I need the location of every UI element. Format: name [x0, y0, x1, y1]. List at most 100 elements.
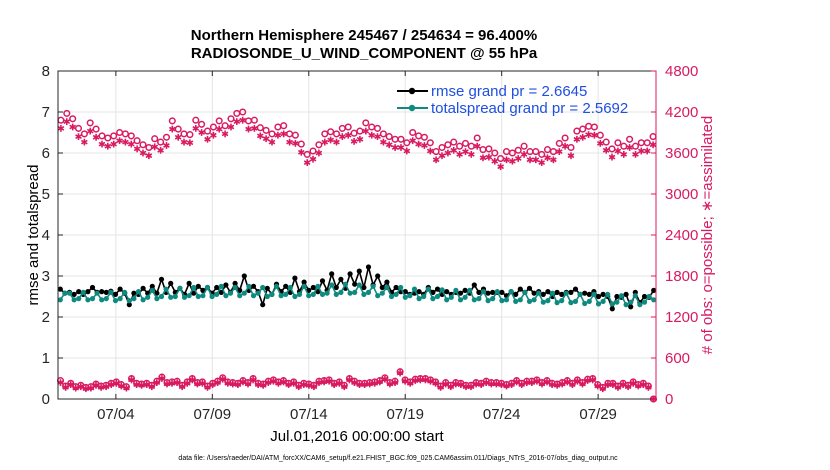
totalspread-point: [301, 283, 307, 289]
totalspread-point: [296, 291, 303, 297]
obs-possible-marker: [409, 128, 417, 137]
asterisk-stroke: [538, 160, 545, 165]
obs-assimilated-marker: [256, 132, 264, 140]
obs-possible-marker: [227, 115, 235, 123]
rmse-point: [57, 286, 63, 292]
totalspread-point: [177, 285, 183, 291]
asterisk-stroke: [356, 136, 364, 142]
obs-assimilated-marker: [491, 157, 499, 165]
asterisk-stroke: [215, 126, 223, 132]
obs-assimilated-marker: [265, 379, 272, 386]
obs-assimilated-marker: [233, 118, 241, 125]
totalspread-point: [158, 293, 165, 300]
rmse-point: [154, 290, 160, 296]
obs-assimilated-marker: [98, 140, 106, 148]
asterisk-stroke: [169, 126, 176, 132]
obs-assimilated-marker: [274, 131, 282, 139]
obs-assimilated-marker: [543, 378, 551, 386]
asterisk-stroke: [341, 384, 348, 390]
obs-possible-marker: [403, 139, 411, 147]
obs-possible-marker: [350, 129, 358, 137]
obs-assimilated-marker: [116, 137, 123, 145]
totalspread-point: [99, 297, 105, 303]
rmse-point: [609, 306, 615, 312]
totalspread-point: [306, 293, 312, 299]
asterisk-stroke: [72, 385, 80, 391]
obs-assimilated-marker: [629, 379, 637, 387]
asterisk-stroke: [594, 383, 602, 389]
obs-possible-marker: [579, 125, 587, 133]
asterisk-stroke: [609, 382, 617, 387]
obs-possible-marker: [133, 137, 141, 145]
obs-possible-marker: [198, 120, 206, 128]
asterisk-stroke: [561, 143, 569, 149]
totalspread-point: [126, 298, 132, 304]
obs-assimilated-marker: [194, 380, 201, 388]
totalspread-point: [80, 289, 86, 295]
obs-possible-marker: [80, 130, 88, 138]
obs-assimilated-marker: [315, 379, 323, 386]
obs-assimilated-marker: [249, 376, 257, 384]
obs-possible-marker: [444, 141, 452, 149]
obs-assimilated-marker: [244, 380, 252, 388]
asterisk-stroke: [57, 380, 64, 385]
asterisk-stroke: [386, 381, 394, 387]
asterisk-stroke: [214, 380, 221, 385]
obs-assimilated-marker: [128, 376, 135, 384]
asterisk-stroke: [472, 381, 480, 387]
totalspread-point: [531, 297, 537, 303]
totalspread-point: [540, 299, 546, 305]
obs-possible-marker: [420, 133, 428, 141]
totalspread-point: [154, 296, 160, 302]
rmse-point: [333, 284, 339, 291]
rmse-point: [540, 291, 546, 297]
asterisk-stroke: [186, 140, 194, 146]
obs-assimilated-marker: [275, 379, 282, 387]
obs-assimilated-marker: [415, 140, 422, 148]
rmse-point: [76, 289, 82, 295]
totalspread-point: [214, 291, 220, 297]
rmse-point: [126, 302, 132, 308]
x-ticks: 07/04 07/09 07/14 07/19 07/24 07/29: [97, 71, 617, 423]
obs-assimilated-marker: [573, 135, 581, 143]
obs-possible-marker: [514, 146, 522, 154]
obs-assimilated-marker: [158, 375, 166, 382]
rmse-point: [554, 289, 560, 295]
totalspread-point: [614, 299, 620, 305]
obs-possible-marker: [209, 123, 217, 131]
asterisk-stroke: [210, 132, 217, 138]
obs-assimilated-marker: [479, 154, 487, 162]
obs-possible-marker: [538, 150, 546, 158]
asterisk-stroke: [526, 157, 534, 163]
obs-assimilated-marker: [163, 380, 171, 388]
obs-possible-marker: [162, 133, 171, 141]
left-tick-label: 7: [42, 104, 50, 121]
rmse-point: [292, 275, 298, 281]
obs-assimilated-marker: [350, 138, 358, 145]
totalspread-point: [503, 297, 510, 303]
obs-assimilated-marker: [561, 142, 569, 150]
asterisk-stroke: [297, 149, 305, 155]
totalspread-point: [181, 294, 188, 300]
asterisk-stroke: [498, 382, 505, 387]
asterisk-stroke: [249, 377, 257, 383]
totalspread-point: [388, 293, 395, 300]
obs-possible-marker: [397, 135, 405, 143]
rmse-point: [379, 284, 385, 291]
totalspread-point: [356, 282, 362, 288]
totalspread-point: [559, 298, 565, 304]
asterisk-stroke: [350, 139, 358, 144]
asterisk-stroke: [638, 148, 645, 154]
obs-assimilated-marker: [321, 138, 329, 146]
asterisk-stroke: [422, 377, 429, 383]
totalspread-point: [563, 290, 569, 296]
rmse-point: [241, 273, 247, 279]
obs-assimilated-marker: [148, 383, 156, 391]
x-tick-label: 07/19: [386, 406, 424, 423]
asterisk-stroke: [280, 131, 288, 137]
obs-possible-marker: [491, 149, 499, 157]
obs-assimilated-marker: [614, 147, 622, 155]
obs-possible-marker: [186, 131, 194, 139]
totalspread-point: [393, 291, 399, 297]
asterisk-stroke: [107, 382, 115, 387]
